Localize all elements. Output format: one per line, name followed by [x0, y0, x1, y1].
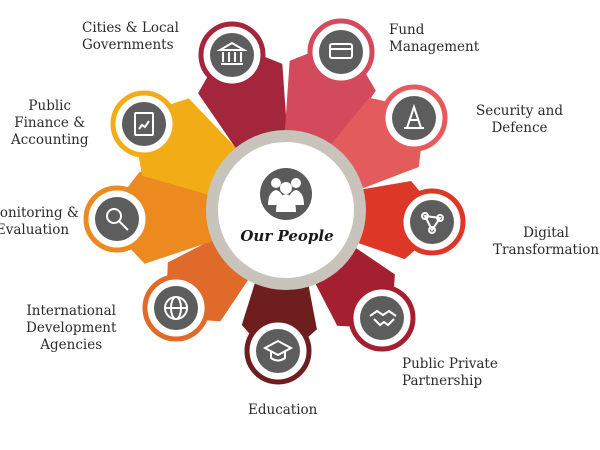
- network-nodes-icon: [398, 188, 466, 256]
- people-icon-figures: [268, 178, 304, 212]
- label-pfa: Public Finance & Accounting: [11, 98, 89, 148]
- finance-document-icon: [110, 90, 178, 158]
- handshake-icon: [348, 284, 416, 352]
- label-fund: Fund Management: [389, 22, 480, 55]
- label-me: Monitoring & Evaluation: [0, 205, 79, 238]
- magnifier-icon: [83, 185, 151, 253]
- label-cities: Cities & Local Governments: [82, 20, 179, 53]
- traffic-cone-icon: [380, 84, 448, 152]
- label-ppp: Public Private Partnership: [402, 356, 498, 389]
- label-security: Security and Defence: [476, 103, 563, 136]
- label-ida: International Development Agencies: [26, 303, 117, 353]
- center-label: Our People: [240, 227, 334, 245]
- globe-icon: [142, 274, 210, 342]
- government-building-icon: [198, 21, 266, 89]
- credit-card-hand-icon: [307, 18, 375, 86]
- graduation-cap-icon: [244, 317, 312, 385]
- label-education: Education: [248, 402, 318, 418]
- label-digital: Digital Transformation: [493, 225, 600, 258]
